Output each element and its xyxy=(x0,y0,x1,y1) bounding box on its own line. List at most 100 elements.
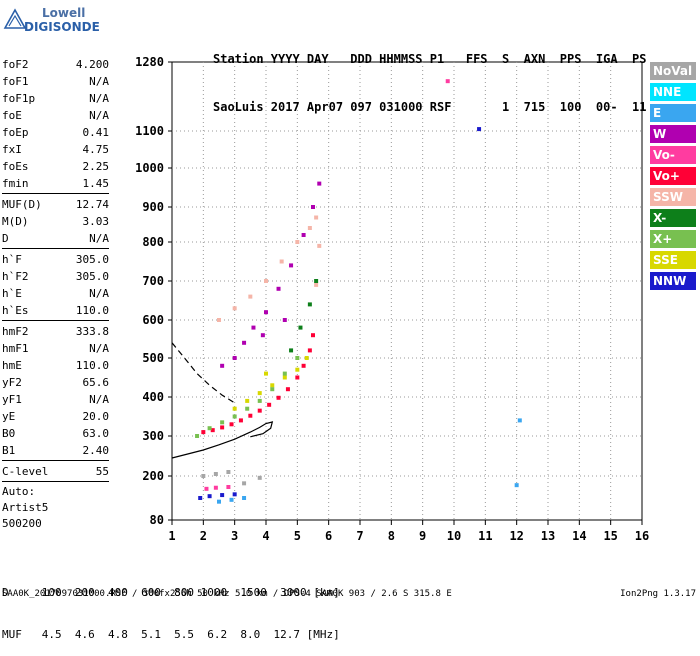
x-tick-label: 12 xyxy=(509,529,523,543)
polarization-legend: NoVal NNE E W Vo- Vo+ SSW X- X+ SSE NNW xyxy=(650,62,696,293)
data-point-x- xyxy=(195,434,200,438)
muf-table: D 100 200 400 600 800 1000 1500 3000 [km… xyxy=(2,558,340,656)
param-value: 110.0 xyxy=(75,359,109,372)
data-point-sse xyxy=(257,391,262,396)
plot-frame xyxy=(171,61,643,521)
param-key: h`Es xyxy=(2,304,29,317)
y-tick-label: 300 xyxy=(142,429,164,443)
param-row: yF1 N/A xyxy=(2,391,109,408)
param-value: 2.40 xyxy=(82,444,110,457)
param-key: hmF1 xyxy=(2,342,29,355)
data-point-x- xyxy=(257,398,262,403)
param-value: N/A xyxy=(89,393,109,406)
param-key: yF2 xyxy=(2,376,22,389)
x-tick-label: 5 xyxy=(294,529,301,543)
data-point-ssw xyxy=(307,226,312,230)
lowell-digisonde-logo: Lowell DIGISONDE xyxy=(2,2,102,42)
data-point-nnw xyxy=(477,127,482,132)
param-row: h`Es 110.0 xyxy=(2,302,109,319)
data-point-w xyxy=(311,205,315,209)
data-point-e xyxy=(242,496,247,500)
data-point-vo- xyxy=(220,425,225,430)
param-row: h`F2 305.0 xyxy=(2,268,109,285)
param-key: MUF(D) xyxy=(2,198,42,211)
data-point-nnw xyxy=(220,493,225,498)
data-point-w xyxy=(232,356,237,360)
data-point-vo- xyxy=(201,430,206,435)
param-key: fxI xyxy=(2,143,22,156)
data-point-x- xyxy=(245,406,250,411)
ionogram-chart: 1 2 3 4 5 6 7 8 9 10 11 12 13 14 15 1680200300400500600… xyxy=(135,55,649,543)
data-point-ssw xyxy=(217,318,221,322)
x-tick-label: 8 xyxy=(388,529,395,543)
data-point-ssw xyxy=(295,240,300,244)
param-row: foF1 N/A xyxy=(2,73,109,90)
data-point-vo- xyxy=(257,408,262,413)
param-separator xyxy=(2,460,109,461)
x-tick-label: 10 xyxy=(447,529,461,543)
param-value: 2.25 xyxy=(82,160,110,173)
param-value: 55 xyxy=(95,465,109,478)
y-tick-label: 400 xyxy=(142,390,164,404)
legend-item-nne: NNE xyxy=(650,83,696,101)
data-point-vo- xyxy=(226,485,231,489)
param-value: N/A xyxy=(89,287,109,300)
data-point-e xyxy=(514,483,519,488)
param-value: 63.0 xyxy=(82,427,110,440)
x-tick-label: 9 xyxy=(419,529,426,543)
distance-row: D 100 200 400 600 800 1000 1500 3000 [km… xyxy=(2,586,340,599)
param-row: hmF2 333.8 xyxy=(2,323,109,340)
header-labels: Station YYYY DAY DDD HHMMSS P1 FFS S AXN… xyxy=(213,52,647,66)
legend-item-sse: SSE xyxy=(650,251,696,269)
legend-item-x-: X+ xyxy=(650,230,696,248)
data-point-vo- xyxy=(285,387,290,392)
param-value: 305.0 xyxy=(75,253,109,266)
data-point-e xyxy=(229,497,234,502)
legend-item-x-: X- xyxy=(650,209,696,227)
data-point-vo- xyxy=(295,375,300,380)
legend-item-noval: NoVal xyxy=(650,62,696,80)
x-tick-label: 13 xyxy=(541,529,555,543)
y-tick-label: 1280 xyxy=(135,55,164,69)
logo-line1: Lowell xyxy=(42,6,86,20)
data-point-x- xyxy=(220,420,225,425)
data-point-sse xyxy=(245,398,250,403)
data-point-x- xyxy=(207,426,212,431)
legend-item-ssw: SSW xyxy=(650,188,696,206)
y-tick-label: 900 xyxy=(142,200,164,214)
data-point-x- xyxy=(298,325,303,330)
legend-item-vo-: Vo+ xyxy=(650,167,696,185)
data-point-w xyxy=(276,286,281,291)
data-point-vo- xyxy=(229,422,234,427)
header-values: SaoLuis 2017 Apr07 097 031000 RSF 1 715 … xyxy=(213,100,647,114)
data-point-nnw xyxy=(198,496,203,500)
param-row: B1 2.40 xyxy=(2,442,109,459)
param-key: hmE xyxy=(2,359,22,372)
data-point-vo- xyxy=(276,395,281,400)
data-point-w xyxy=(242,340,247,345)
param-value: 305.0 xyxy=(75,270,109,283)
param-value: N/A xyxy=(89,342,109,355)
data-point-vo- xyxy=(267,402,272,407)
data-point-w xyxy=(289,263,294,268)
data-point-sse xyxy=(232,406,237,411)
param-row: B0 63.0 xyxy=(2,425,109,442)
param-value: 4.200 xyxy=(75,58,109,71)
data-point-sse xyxy=(264,371,268,376)
data-point-sse xyxy=(295,367,300,372)
data-point-vo- xyxy=(311,333,315,338)
param-row: MUF(D) 12.74 xyxy=(2,196,109,213)
data-point-sse xyxy=(270,383,275,388)
param-key: yE xyxy=(2,410,16,423)
data-point-nnw xyxy=(232,492,237,497)
x-tick-label: 14 xyxy=(572,529,586,543)
param-value: N/A xyxy=(89,75,109,88)
data-point-noval xyxy=(242,481,247,486)
param-value: N/A xyxy=(89,92,109,105)
param-value: 12.74 xyxy=(75,198,109,211)
data-point-w xyxy=(251,325,256,330)
param-key: yF1 xyxy=(2,393,22,406)
param-key: D xyxy=(2,232,9,245)
data-point-w xyxy=(282,318,287,322)
data-point-noval xyxy=(226,470,231,474)
